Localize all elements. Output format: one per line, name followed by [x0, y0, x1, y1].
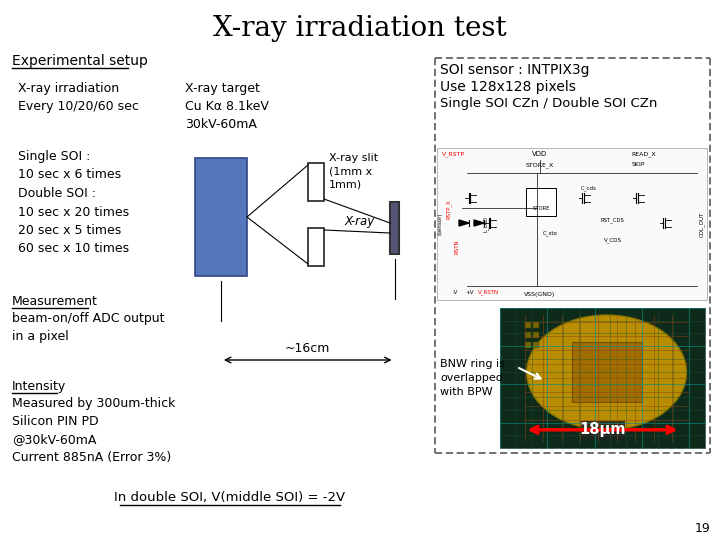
Text: VSS(GND): VSS(GND) [524, 292, 555, 297]
Text: Intensity: Intensity [12, 380, 66, 393]
Polygon shape [474, 220, 484, 226]
Text: RSTN: RSTN [454, 239, 459, 254]
Text: X-ray: X-ray [345, 215, 375, 228]
Text: C_sto: C_sto [543, 230, 558, 236]
Text: C_cds: C_cds [580, 185, 596, 191]
Bar [500, 308, 705, 448]
Text: STORE_X: STORE_X [526, 162, 554, 168]
Text: X-ray slit
(1mm x
1mm): X-ray slit (1mm x 1mm) [329, 153, 378, 190]
Bar [437, 148, 707, 300]
Bar [526, 188, 556, 216]
Text: 18μm: 18μm [580, 422, 626, 437]
Bar [580, 421, 624, 439]
Text: In double SOI, V(middle SOI) = -2V: In double SOI, V(middle SOI) = -2V [114, 491, 346, 504]
Bar [390, 202, 399, 254]
Text: Single SOI :
10 sec x 6 times
Double SOI :
10 sec x 20 times
20 sec x 5 times
60: Single SOI : 10 sec x 6 times Double SOI… [18, 150, 129, 255]
Text: Measured by 300um-thick
Silicon PIN PD
@30kV-60mA
Current 885nA (Error 3%): Measured by 300um-thick Silicon PIN PD @… [12, 397, 176, 464]
Bar [195, 158, 247, 276]
Text: SKIP: SKIP [631, 162, 645, 167]
Text: ~16cm: ~16cm [285, 342, 330, 355]
Text: VDD: VDD [532, 151, 547, 157]
Ellipse shape [526, 315, 687, 430]
Text: V_RSTP: V_RSTP [442, 151, 465, 157]
Text: -V: -V [452, 290, 458, 295]
Text: READ_X: READ_X [631, 151, 656, 157]
Text: Single SOI CZn / Double SOI CZn: Single SOI CZn / Double SOI CZn [440, 97, 657, 110]
Bar [525, 322, 531, 328]
Bar [500, 308, 705, 448]
Text: Experimental setup: Experimental setup [12, 54, 148, 68]
Text: SOI sensor : INTPIX3g: SOI sensor : INTPIX3g [440, 63, 590, 77]
Text: X-ray target
Cu Kα 8.1keV
30kV-60mA: X-ray target Cu Kα 8.1keV 30kV-60mA [185, 82, 269, 131]
Text: STORE: STORE [532, 206, 550, 211]
Text: (sensor): (sensor) [438, 213, 443, 235]
Bar [572, 342, 642, 402]
Text: COL_OUT: COL_OUT [699, 211, 705, 237]
Bar [525, 332, 531, 338]
Polygon shape [459, 220, 469, 226]
Bar [308, 163, 324, 201]
Text: V_CDS: V_CDS [603, 237, 621, 243]
Text: BNW ring is
overlapped
with BPW: BNW ring is overlapped with BPW [440, 359, 505, 397]
Bar [533, 332, 539, 338]
Text: X-ray irradiation
Every 10/20/60 sec: X-ray irradiation Every 10/20/60 sec [18, 82, 139, 113]
Text: beam-on/off ADC output
in a pixel: beam-on/off ADC output in a pixel [12, 312, 164, 343]
Text: RSTP_X: RSTP_X [446, 199, 452, 219]
Bar [308, 228, 324, 266]
Text: +V: +V [466, 290, 474, 295]
Text: 19: 19 [695, 522, 711, 535]
Text: X-ray irradiation test: X-ray irradiation test [213, 15, 507, 42]
Bar [533, 342, 539, 348]
Text: Measurement: Measurement [12, 295, 98, 308]
Text: Use 128x128 pixels: Use 128x128 pixels [440, 80, 576, 94]
Bar [525, 342, 531, 348]
Text: L_LAD: L_LAD [482, 216, 488, 232]
Text: RST_CDS: RST_CDS [600, 217, 624, 223]
Text: V_RSTN: V_RSTN [478, 289, 500, 295]
Bar [533, 322, 539, 328]
